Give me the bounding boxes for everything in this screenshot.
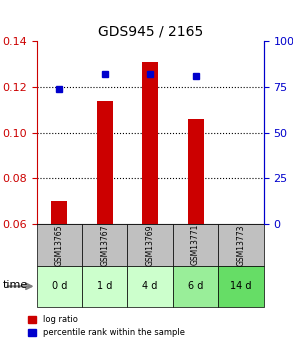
Text: GSM13769: GSM13769 [146, 224, 155, 266]
Legend: log ratio, percentile rank within the sample: log ratio, percentile rank within the sa… [28, 315, 185, 337]
Title: GDS945 / 2165: GDS945 / 2165 [98, 25, 203, 39]
Text: time: time [3, 280, 28, 289]
FancyBboxPatch shape [218, 266, 264, 307]
FancyBboxPatch shape [37, 266, 82, 307]
Text: 1 d: 1 d [97, 281, 113, 291]
FancyBboxPatch shape [82, 224, 127, 266]
Text: 4 d: 4 d [142, 281, 158, 291]
Text: GSM13767: GSM13767 [100, 224, 109, 266]
Bar [97, 101, 113, 224]
Text: GSM13773: GSM13773 [236, 224, 246, 266]
FancyBboxPatch shape [127, 224, 173, 266]
Text: 0 d: 0 d [52, 281, 67, 291]
Bar [51, 201, 67, 224]
FancyBboxPatch shape [218, 224, 264, 266]
Text: 6 d: 6 d [188, 281, 203, 291]
FancyBboxPatch shape [127, 266, 173, 307]
Text: 14 d: 14 d [230, 281, 252, 291]
FancyBboxPatch shape [82, 266, 127, 307]
Text: GSM13765: GSM13765 [55, 224, 64, 266]
FancyBboxPatch shape [37, 224, 82, 266]
Bar [188, 119, 204, 224]
FancyBboxPatch shape [173, 266, 218, 307]
Text: GSM13771: GSM13771 [191, 224, 200, 265]
FancyBboxPatch shape [173, 224, 218, 266]
Bar [142, 62, 158, 224]
